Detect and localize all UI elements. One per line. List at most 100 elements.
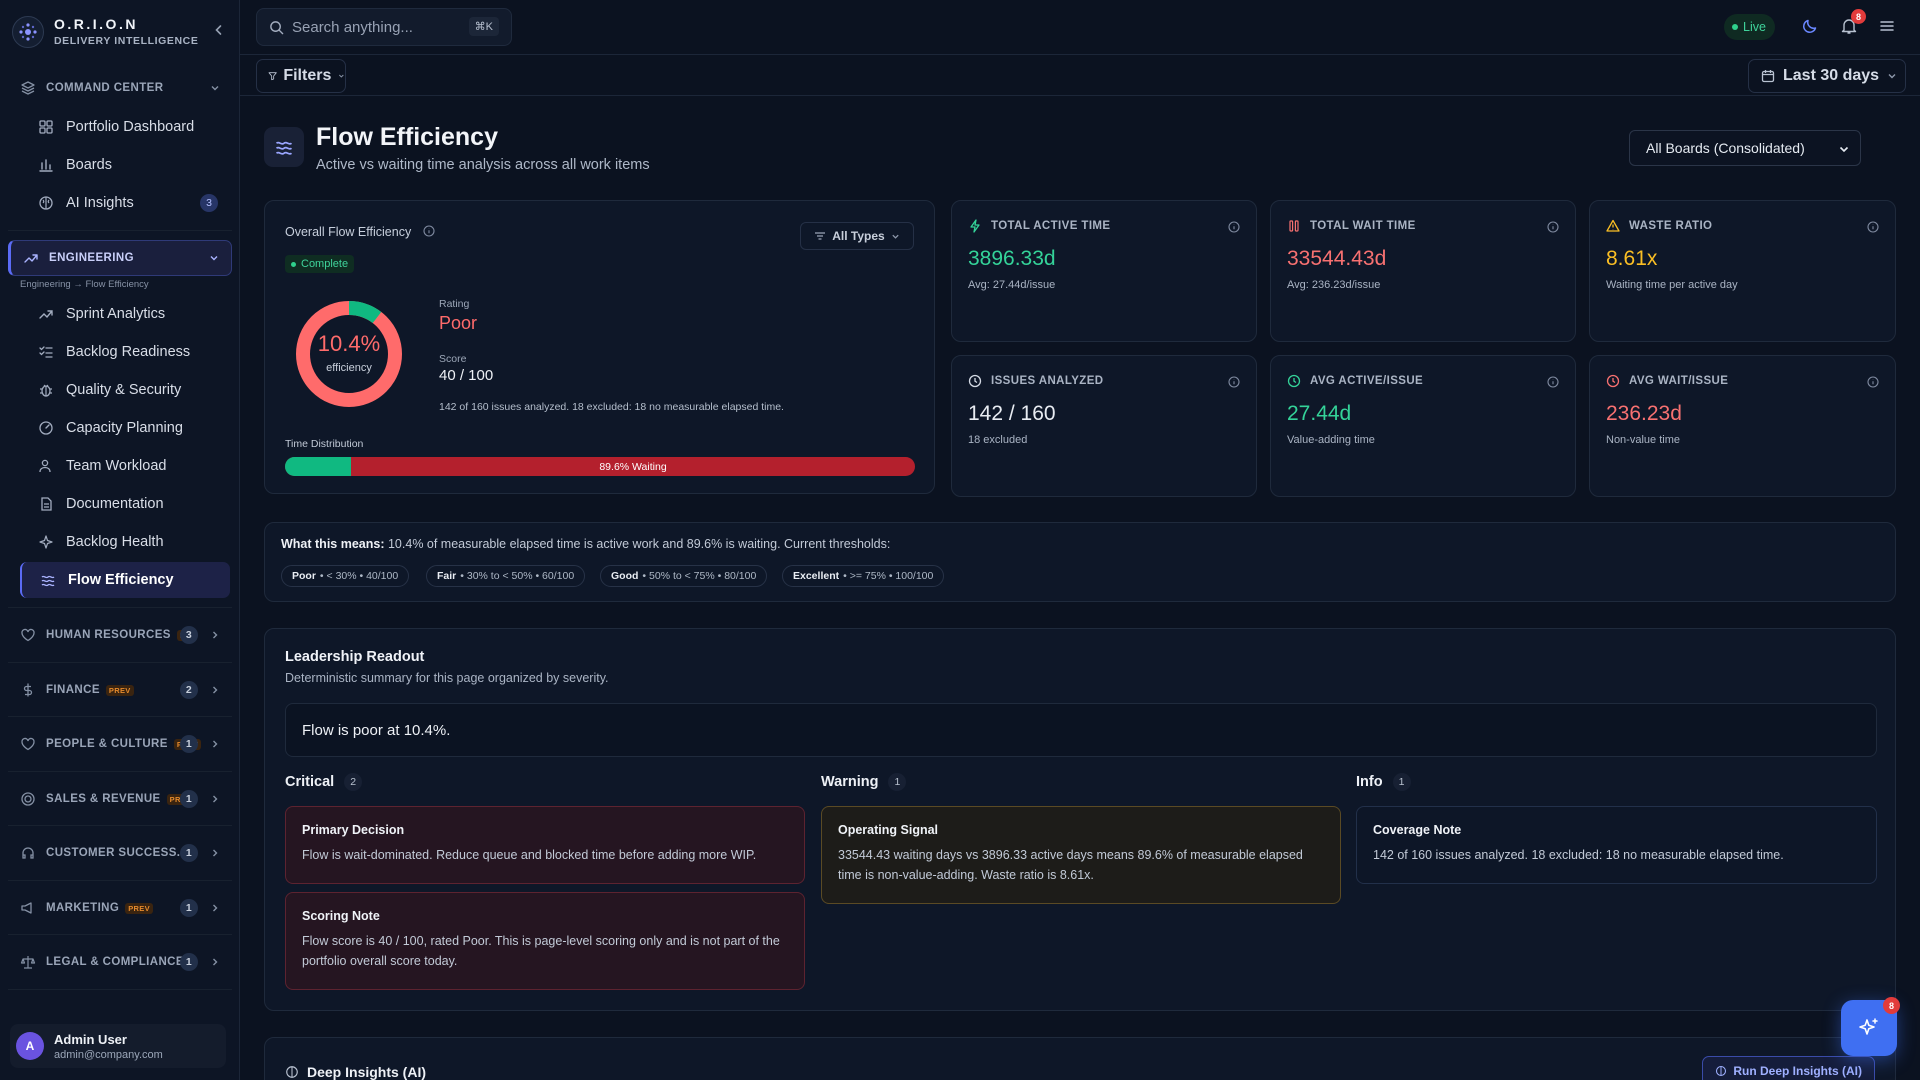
- bug-icon: [40, 384, 52, 397]
- count-badge: 3: [180, 626, 198, 644]
- nav-group-human-resources[interactable]: HUMAN RESOURCES P... 3: [8, 617, 232, 653]
- info-icon[interactable]: [1867, 221, 1879, 233]
- sparkles-icon: [1859, 1018, 1878, 1035]
- efficiency-donut: [296, 301, 402, 407]
- waves-icon: [41, 575, 55, 587]
- info-icon[interactable]: [1228, 221, 1240, 233]
- time-distribution-label: Time Distribution: [285, 438, 364, 450]
- sidebar-item-backlog-readiness[interactable]: Backlog Readiness: [20, 334, 230, 370]
- search-input[interactable]: [292, 18, 462, 36]
- nav-group-customer-success[interactable]: CUSTOMER SUCCESS... 1: [8, 835, 232, 871]
- user-email: admin@company.com: [54, 1048, 163, 1061]
- collapse-sidebar-chevron-icon[interactable]: [213, 24, 225, 36]
- nav-group-command-center[interactable]: COMMAND CENTER: [8, 70, 232, 106]
- menu-hamburger-icon[interactable]: [1878, 17, 1896, 35]
- headset-icon: [22, 847, 34, 859]
- nav-group-people-culture[interactable]: PEOPLE & CULTURE PREV 1: [8, 726, 232, 762]
- count-badge: 1: [180, 899, 198, 917]
- time-distribution-bar: 89.6% Waiting: [285, 457, 915, 476]
- scale-icon: [20, 956, 36, 969]
- page-subtitle: Active vs waiting time analysis across a…: [316, 157, 650, 173]
- sidebar-item-label: Backlog Health: [66, 534, 164, 550]
- nav-group-label: COMMAND CENTER: [46, 82, 164, 94]
- nav-group-label: CUSTOMER SUCCESS...: [46, 847, 188, 859]
- nav-group-engineering[interactable]: ENGINEERING: [8, 240, 232, 276]
- kpi-value: 236.23d: [1606, 402, 1682, 425]
- info-icon[interactable]: [1547, 221, 1559, 233]
- clock-icon: [1606, 374, 1620, 388]
- meaning-text: What this means: 10.4% of measurable ela…: [281, 537, 890, 551]
- kpi-label: AVG ACTIVE/ISSUE: [1310, 375, 1424, 387]
- nav-group-finance[interactable]: FINANCE PREV 2: [8, 672, 232, 708]
- nav-group-sales-revenue[interactable]: SALES & REVENUE PREV 1: [8, 781, 232, 817]
- info-icon[interactable]: [1228, 376, 1240, 388]
- topbar: ⌘K Live 8: [240, 0, 1920, 55]
- card-body: 33544.43 waiting days vs 3896.33 active …: [838, 848, 1303, 882]
- sidebar-item-flow-efficiency[interactable]: Flow Efficiency: [20, 562, 230, 598]
- info-icon[interactable]: [423, 225, 435, 237]
- threshold-good: Good • 50% to < 75% • 80/100: [600, 565, 768, 587]
- card-title: Operating Signal: [838, 823, 939, 837]
- sidebar-item-label: Documentation: [66, 496, 164, 512]
- threshold-name: Good: [611, 570, 639, 582]
- warning-card-operating-signal: Operating Signal 33544.43 waiting days v…: [821, 806, 1341, 904]
- deep-insights-card: Deep Insights (AI) Run Deep Insights (AI…: [264, 1037, 1896, 1080]
- divider: [8, 716, 232, 717]
- sidebar-item-sprint-analytics[interactable]: Sprint Analytics: [20, 296, 230, 332]
- sidebar-item-capacity-planning[interactable]: Capacity Planning: [20, 410, 230, 446]
- divider: [8, 880, 232, 881]
- donut-center: [311, 316, 387, 392]
- status-badge: Complete: [285, 255, 355, 273]
- kpi-note: Avg: 236.23d/issue: [1287, 279, 1381, 291]
- sidebar-item-backlog-health[interactable]: Backlog Health: [20, 524, 230, 560]
- search-box[interactable]: ⌘K: [256, 8, 512, 46]
- nav-group-legal-compliance[interactable]: LEGAL & COMPLIANCE... 1: [8, 944, 232, 980]
- count-badge: 1: [180, 844, 198, 862]
- all-types-dropdown[interactable]: All Types: [800, 222, 914, 250]
- divider: [8, 771, 232, 772]
- meaning-body: 10.4% of measurable elapsed time is acti…: [387, 537, 891, 551]
- efficiency-value: 10.4%: [317, 331, 381, 356]
- sparkle-icon: [39, 535, 53, 549]
- divider: [8, 662, 232, 663]
- fab-badge: 8: [1883, 997, 1900, 1014]
- date-range-button[interactable]: Last 30 days: [1748, 59, 1906, 93]
- page-title: Flow Efficiency: [316, 123, 498, 151]
- divider: [8, 825, 232, 826]
- chevron-down-icon: [339, 74, 344, 78]
- count-badge: 2: [180, 681, 198, 699]
- nav-group-label: LEGAL & COMPLIANCE...: [46, 956, 195, 968]
- info-icon[interactable]: [1547, 376, 1559, 388]
- readout-title: Leadership Readout: [285, 649, 425, 665]
- kpi-avg-wait-per-issue: AVG WAIT/ISSUE 236.23d Non-value time: [1589, 355, 1896, 497]
- main-content: Flow Efficiency Active vs waiting time a…: [240, 97, 1920, 1080]
- board-select-value: All Boards (Consolidated): [1646, 140, 1805, 156]
- sidebar-item-boards[interactable]: Boards: [20, 147, 230, 183]
- kpi-total-wait-time: TOTAL WAIT TIME 33544.43d Avg: 236.23d/i…: [1270, 200, 1576, 342]
- sidebar-item-ai-insights[interactable]: AI Insights 3: [20, 185, 230, 221]
- sidebar-item-quality-security[interactable]: Quality & Security: [20, 372, 230, 408]
- kpi-note: 18 excluded: [968, 434, 1028, 446]
- brand[interactable]: O.R.I.O.N DELIVERY INTELLIGENCE: [12, 14, 228, 50]
- sidebar-item-label: Boards: [66, 157, 112, 173]
- user-card[interactable]: A Admin User admin@company.com: [10, 1024, 226, 1068]
- info-icon[interactable]: [1867, 376, 1879, 388]
- severity-count: 1: [1392, 773, 1411, 791]
- sidebar-item-documentation[interactable]: Documentation: [20, 486, 230, 522]
- board-select[interactable]: All Boards (Consolidated): [1629, 130, 1861, 166]
- kpi-avg-active-per-issue: AVG ACTIVE/ISSUE 27.44d Value-adding tim…: [1270, 355, 1576, 497]
- run-deep-insights-button[interactable]: Run Deep Insights (AI): [1702, 1056, 1875, 1080]
- critical-card-primary-decision: Primary Decision Flow is wait-dominated.…: [285, 806, 805, 884]
- deep-insights-title: Deep Insights (AI): [285, 1064, 426, 1080]
- sidebar-item-team-workload[interactable]: Team Workload: [20, 448, 230, 484]
- theme-toggle-moon-icon[interactable]: [1801, 17, 1819, 35]
- sidebar-item-label: Capacity Planning: [66, 420, 183, 436]
- nav-group-marketing[interactable]: MARKETING PREV 1: [8, 890, 232, 926]
- chevron-down-icon: [892, 234, 899, 239]
- threshold-desc: • >= 75% • 100/100: [843, 570, 934, 582]
- chevron-down-icon: [1839, 146, 1849, 153]
- sidebar-item-portfolio-dashboard[interactable]: Portfolio Dashboard: [20, 109, 230, 145]
- chevron-right-icon: [213, 740, 218, 748]
- filters-button[interactable]: Filters: [256, 59, 346, 93]
- status-label: Complete: [301, 258, 349, 270]
